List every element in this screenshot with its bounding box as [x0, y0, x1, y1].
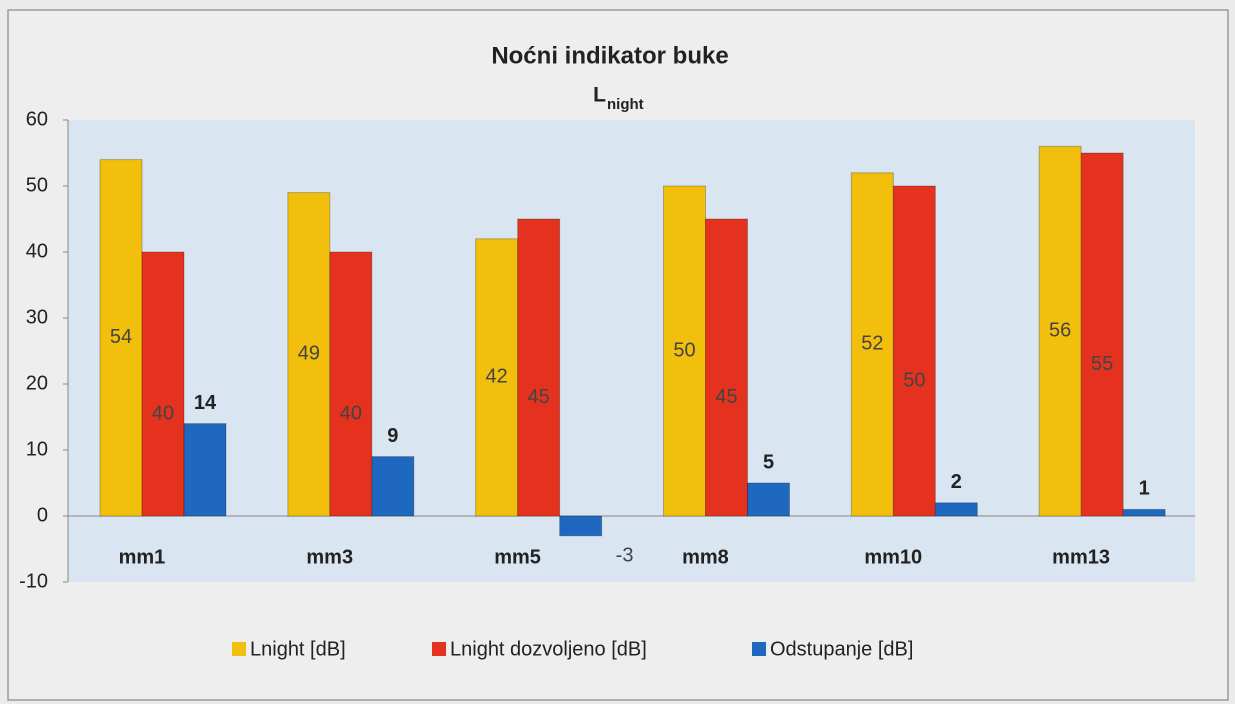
chart-title: Noćni indikator buke [491, 42, 728, 69]
legend-swatch [432, 642, 446, 656]
data-label: 55 [1091, 353, 1113, 375]
legend-swatch [752, 642, 766, 656]
bar [287, 192, 331, 517]
bar [934, 502, 978, 517]
data-label: 49 [298, 343, 320, 365]
bar [892, 185, 936, 517]
data-label: 5 [763, 451, 774, 473]
x-tick-label: mm8 [682, 546, 729, 568]
bar [371, 456, 415, 517]
y-tick-label: 40 [26, 240, 48, 262]
legend-label: Lnight dozvoljeno [dB] [450, 638, 647, 660]
data-label: 56 [1049, 319, 1071, 341]
bar [517, 218, 561, 517]
y-tick-label: 50 [26, 174, 48, 196]
data-label: 14 [194, 392, 217, 414]
chart-subtitle: L [593, 84, 606, 107]
data-label: 52 [861, 333, 883, 355]
data-label: 1 [1139, 478, 1150, 500]
bar [1038, 145, 1082, 517]
y-tick-label: 0 [37, 504, 48, 526]
data-label: 42 [486, 366, 508, 388]
x-tick-label: mm1 [119, 546, 166, 568]
data-label: 54 [110, 326, 132, 348]
y-tick-label: 20 [26, 372, 48, 394]
legend-label: Lnight [dB] [250, 638, 346, 660]
data-label: 2 [951, 471, 962, 493]
x-tick-label: mm13 [1052, 546, 1110, 568]
data-label: 45 [715, 386, 737, 408]
bar [559, 515, 603, 537]
data-label: 40 [340, 402, 362, 424]
bar [475, 238, 519, 517]
bar [99, 159, 143, 517]
bar [183, 423, 227, 517]
y-tick-label: 10 [26, 438, 48, 460]
y-tick-label: -10 [19, 570, 48, 592]
x-tick-label: mm3 [306, 546, 353, 568]
data-label: 9 [387, 425, 398, 447]
plot-area [68, 120, 1195, 582]
bar [663, 185, 706, 517]
y-tick-label: 30 [26, 306, 48, 328]
legend-swatch [232, 642, 246, 656]
legend-label: Odstupanje [dB] [770, 638, 913, 660]
bar [850, 172, 894, 517]
bar [747, 482, 790, 517]
data-label: 50 [903, 369, 925, 391]
y-tick-label: 60 [26, 108, 48, 130]
data-label: -3 [616, 544, 634, 566]
bar [1122, 508, 1166, 517]
data-label: 40 [152, 402, 174, 424]
chart-subtitle-sub: night [607, 96, 644, 113]
data-label: 50 [673, 339, 695, 361]
data-label: 45 [528, 386, 550, 408]
bar [1080, 152, 1124, 517]
x-tick-label: mm5 [494, 546, 541, 568]
bar [705, 218, 748, 517]
bar [329, 251, 373, 517]
x-tick-label: mm10 [864, 546, 922, 568]
bar [141, 251, 185, 517]
